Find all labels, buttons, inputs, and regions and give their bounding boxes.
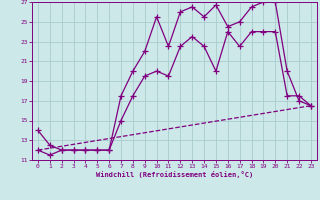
X-axis label: Windchill (Refroidissement éolien,°C): Windchill (Refroidissement éolien,°C) xyxy=(96,171,253,178)
